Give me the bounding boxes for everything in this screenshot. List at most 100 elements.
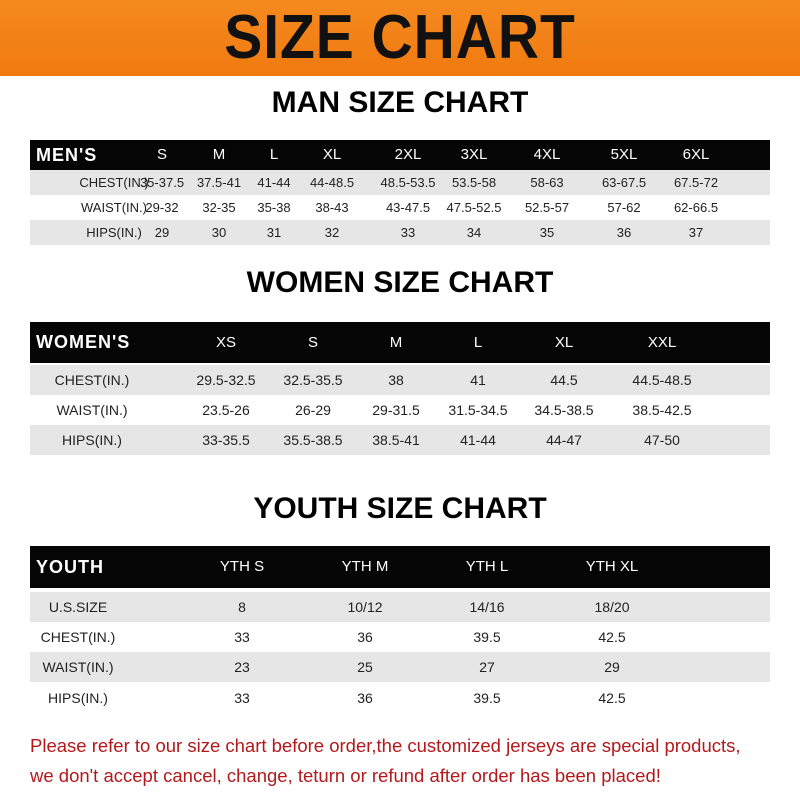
size-header: 6XL xyxy=(682,146,710,163)
table-cell: 35-37.5 xyxy=(139,175,185,190)
table-cell: 48.5-53.5 xyxy=(380,175,436,190)
table-cell: 38.5-41 xyxy=(372,432,420,448)
table-cell: 8 xyxy=(238,599,246,615)
size-header: XL xyxy=(322,146,342,163)
measurement-label: WAIST(IN.) xyxy=(42,659,114,675)
table-cell: 36 xyxy=(357,629,373,645)
table-cell: 44.5 xyxy=(550,372,578,388)
measurement-label: CHEST(IN.) xyxy=(54,372,130,388)
table-row: HIPS(IN.) 33 36 39.5 42.5 xyxy=(30,682,770,714)
table-cell: 38 xyxy=(388,372,404,388)
women-size-table: WOMEN'S XS S M L XL XXL CHEST(IN.) 29.5-32.5 32.5… xyxy=(30,322,770,455)
table-cell: 47.5-52.5 xyxy=(446,200,502,215)
table-cell: 30 xyxy=(211,225,227,240)
youth-title: YOUTH SIZE CHART xyxy=(253,492,547,525)
size-header: XS xyxy=(215,334,237,351)
table-cell: 47-50 xyxy=(644,432,680,448)
table-row: HIPS(IN.) 29 30 31 32 33 34 35 36 37 xyxy=(30,220,770,245)
table-cell: 33-35.5 xyxy=(202,432,250,448)
table-label: MEN'S xyxy=(36,145,98,165)
table-cell: 29 xyxy=(154,225,170,240)
measurement-label: WAIST(IN.) xyxy=(56,402,128,418)
measurement-label: WAIST(IN.) xyxy=(81,200,147,215)
table-header-row: WOMEN'S XS S M L XL XXL xyxy=(30,322,770,363)
table-cell: 34.5-38.5 xyxy=(534,402,594,418)
table-cell: 42.5 xyxy=(598,629,626,645)
table-cell: 41-44 xyxy=(460,432,496,448)
table-label: YOUTH xyxy=(36,557,104,577)
banner: SIZE CHART xyxy=(0,0,800,76)
table-row: HIPS(IN.) 33-35.5 35.5-38.5 38.5-41 41-44 44-… xyxy=(30,425,770,455)
table-cell: 32.5-35.5 xyxy=(283,372,343,388)
table-cell: 25 xyxy=(357,659,373,675)
table-row: CHEST(IN.) 29.5-32.5 32.5-35.5 38 41 44.5 44.5… xyxy=(30,365,770,395)
table-row: U.S.SIZE 8 10/12 14/16 18/20 xyxy=(30,592,770,622)
men-size-table: MEN'S S M L XL 2XL 3XL 4XL 5XL 6XL CHEST(IN.) 35-37… xyxy=(30,140,770,245)
table-cell: 26-29 xyxy=(295,402,331,418)
notice-line-2: we don't accept cancel, change, teturn o… xyxy=(30,765,661,786)
size-header: XXL xyxy=(647,334,677,351)
table-cell: 58-63 xyxy=(530,175,564,190)
notice-line-1: Please refer to our size chart before or… xyxy=(30,735,741,756)
size-header: 2XL xyxy=(394,146,422,163)
table-row: WAIST(IN.) 29-32 32-35 35-38 38-43 43-47.5 47.… xyxy=(30,195,770,220)
table-cell: 43-47.5 xyxy=(385,200,431,215)
table-cell: 37 xyxy=(688,225,704,240)
table-cell: 39.5 xyxy=(473,690,501,706)
table-cell: 37.5-41 xyxy=(196,175,242,190)
table-cell: 35.5-38.5 xyxy=(283,432,343,448)
table-cell: 31 xyxy=(266,225,282,240)
table-cell: 29.5-32.5 xyxy=(196,372,256,388)
table-cell: 36 xyxy=(357,690,373,706)
measurement-label: U.S.SIZE xyxy=(48,599,108,615)
table-row: WAIST(IN.) 23.5-26 26-29 29-31.5 31.5-34.5 34… xyxy=(30,395,770,425)
measurement-label: HIPS(IN.) xyxy=(86,225,142,240)
table-cell: 14/16 xyxy=(469,599,505,615)
table-cell: 29 xyxy=(604,659,620,675)
table-cell: 35 xyxy=(539,225,555,240)
size-header: L xyxy=(473,334,483,351)
table-cell: 35-38 xyxy=(257,200,291,215)
size-header: S xyxy=(156,146,168,163)
measurement-label: CHEST(IN.) xyxy=(40,629,116,645)
table-row: CHEST(IN.) 33 36 39.5 42.5 xyxy=(30,622,770,652)
size-header: M xyxy=(212,146,226,163)
table-cell: 32-35 xyxy=(202,200,236,215)
table-cell: 38-43 xyxy=(315,200,349,215)
size-header: 3XL xyxy=(460,146,488,163)
table-cell: 18/20 xyxy=(594,599,630,615)
table-cell: 10/12 xyxy=(347,599,383,615)
table-cell: 33 xyxy=(400,225,416,240)
size-header: 4XL xyxy=(533,146,561,163)
measurement-label: CHEST(IN.) xyxy=(79,175,149,190)
table-cell: 39.5 xyxy=(473,629,501,645)
table-cell: 53.5-58 xyxy=(451,175,497,190)
table-cell: 57-62 xyxy=(607,200,641,215)
men-title: MAN SIZE CHART xyxy=(271,86,529,119)
table-cell: 27 xyxy=(479,659,495,675)
table-cell: 44-47 xyxy=(546,432,582,448)
table-cell: 33 xyxy=(234,690,250,706)
banner-title: SIZE CHART xyxy=(224,3,576,72)
youth-size-table: YOUTH YTH S YTH M YTH L YTH XL U.S.SIZE 8 10/12… xyxy=(30,546,770,714)
table-row: WAIST(IN.) 23 25 27 29 xyxy=(30,652,770,682)
table-cell: 31.5-34.5 xyxy=(448,402,508,418)
table-cell: 34 xyxy=(466,225,482,240)
table-header-row: YOUTH YTH S YTH M YTH L YTH XL xyxy=(30,546,770,588)
table-cell: 23.5-26 xyxy=(202,402,250,418)
table-label: WOMEN'S xyxy=(36,332,131,352)
size-header: YTH XL xyxy=(585,558,639,575)
size-header: L xyxy=(269,146,279,163)
table-cell: 38.5-42.5 xyxy=(632,402,692,418)
size-header: M xyxy=(389,334,403,351)
table-cell: 32 xyxy=(324,225,340,240)
table-cell: 44-48.5 xyxy=(309,175,355,190)
measurement-label: HIPS(IN.) xyxy=(48,690,108,706)
size-header: YTH S xyxy=(219,558,265,575)
table-cell: 52.5-57 xyxy=(524,200,570,215)
table-cell: 63-67.5 xyxy=(601,175,647,190)
table-cell: 44.5-48.5 xyxy=(632,372,692,388)
size-header: YTH M xyxy=(341,558,389,575)
size-header: 5XL xyxy=(610,146,638,163)
table-cell: 23 xyxy=(234,659,250,675)
